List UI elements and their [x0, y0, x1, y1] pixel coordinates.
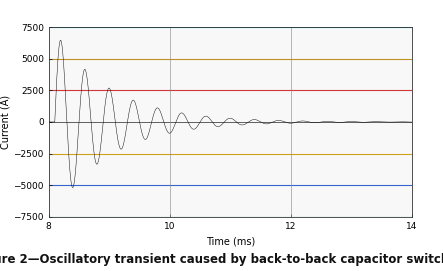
Y-axis label: Current (A): Current (A)	[0, 95, 11, 149]
X-axis label: Time (ms): Time (ms)	[206, 236, 255, 246]
Text: Figure 2—Oscillatory transient caused by back-to-back capacitor switching: Figure 2—Oscillatory transient caused by…	[0, 253, 443, 266]
